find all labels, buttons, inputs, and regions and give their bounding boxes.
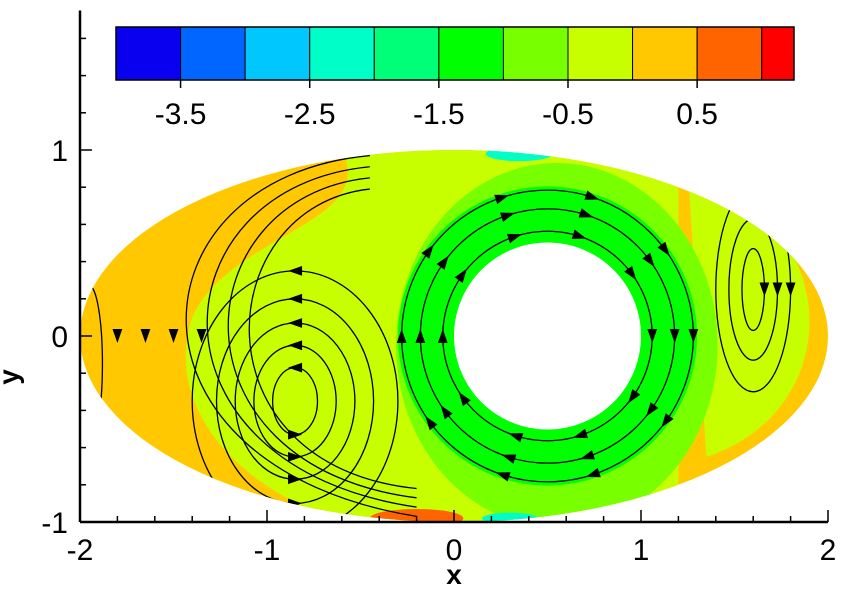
streamline-arrow	[288, 452, 303, 462]
colorbar-frame	[115, 26, 795, 81]
colorbar-swatch	[632, 26, 698, 81]
streamline-arrow	[508, 433, 524, 443]
streamline-arrow	[580, 450, 595, 460]
streamline-arrow	[500, 212, 515, 222]
streamline-arrow	[642, 252, 655, 267]
streamline-arrow	[646, 402, 659, 417]
colorbar-swatch	[309, 26, 375, 81]
streamline-arrow	[661, 413, 674, 428]
y-axis-label: y	[0, 369, 24, 385]
streamline-arrow	[578, 208, 594, 218]
streamline-outer-left-3	[248, 188, 417, 490]
streamline-arrow	[454, 268, 467, 283]
streamline-arrow	[288, 526, 302, 536]
streamline-arrow	[571, 229, 587, 239]
colorbar-tick-label: -1.5	[413, 98, 465, 131]
colorbar-swatch	[244, 26, 311, 81]
streamline-arrow	[495, 472, 511, 482]
colorbar-swatch	[761, 26, 795, 81]
streamline-arrow	[584, 190, 600, 200]
streamline-arrow	[669, 329, 680, 343]
streamline-arrow	[288, 362, 303, 373]
colorbar-swatch	[438, 26, 504, 81]
streamline-arrow	[288, 429, 303, 440]
x-tick-label: 0	[446, 534, 463, 567]
streamline-outer-left-0	[185, 154, 417, 518]
colorbar-swatch	[502, 26, 569, 81]
streamline-arrow	[624, 265, 637, 281]
inner-cylinder-hole	[454, 242, 641, 430]
colorbar-tick-label: -2.5	[284, 98, 336, 131]
streamline-arrow	[112, 329, 123, 343]
streamline-arrow	[288, 340, 303, 351]
colorbar-tick-label: -3.5	[155, 98, 207, 131]
axes: -2 -1 0 1 2-101	[41, 10, 837, 567]
streamline-arrow	[585, 467, 601, 478]
streamline-arrow	[425, 416, 438, 431]
streamline-arrow	[772, 282, 783, 297]
y-tick-label: 1	[51, 135, 68, 168]
x-axis-label: x	[446, 559, 462, 589]
streamline-arrow	[759, 282, 770, 297]
streamline-arrow	[415, 329, 426, 343]
streamline-arrow	[396, 329, 407, 343]
x-tick-label: 1	[633, 534, 650, 567]
contour-field	[80, 150, 828, 522]
streamline-arrow	[288, 318, 303, 328]
streamline-arrow	[440, 405, 453, 420]
streamline-arrow	[785, 282, 796, 297]
streamline-arrow	[573, 428, 589, 439]
y-tick-label: -1	[41, 507, 68, 540]
streamline-arrow	[196, 329, 207, 343]
streamline-arrow	[506, 233, 522, 244]
colorbar-tick-label: 0.5	[676, 98, 718, 131]
streamline-arrow	[657, 241, 670, 256]
streamline-arrow	[628, 389, 641, 404]
streamline-outer-left-2	[227, 177, 417, 499]
colorbar-tick-label: -0.5	[542, 98, 594, 131]
streamline-arrow	[501, 454, 517, 464]
streamline-arrow	[436, 255, 449, 270]
colorbar-swatch	[180, 26, 246, 81]
colorbar-swatch	[567, 26, 634, 81]
streamline-arrow	[288, 266, 303, 276]
streamline-arrow	[458, 391, 471, 407]
x-tick-label: 2	[820, 534, 837, 567]
streamline-arrow	[494, 194, 510, 205]
streamline-arrow	[288, 293, 303, 304]
streamline-arrow	[288, 474, 303, 485]
band-top-low	[485, 150, 554, 162]
colorbar-swatch	[115, 26, 182, 81]
streamline-arrow	[421, 244, 434, 259]
colorbar-swatch	[696, 26, 763, 81]
colorbar-swatch	[373, 26, 440, 81]
streamline-arrow	[140, 329, 151, 343]
y-tick-label: 0	[51, 321, 68, 354]
streamline-arrow	[688, 329, 699, 343]
streamline-arrow	[647, 329, 658, 343]
streamline-outer-left-1	[206, 166, 417, 508]
x-tick-label: -1	[254, 534, 281, 567]
streamline-arrow	[168, 329, 179, 343]
x-tick-label: -2	[67, 534, 94, 567]
streamline-arrow	[437, 329, 448, 343]
colorbar: -3.5 -2.5 -1.5 -0.5 0.5	[115, 26, 795, 131]
